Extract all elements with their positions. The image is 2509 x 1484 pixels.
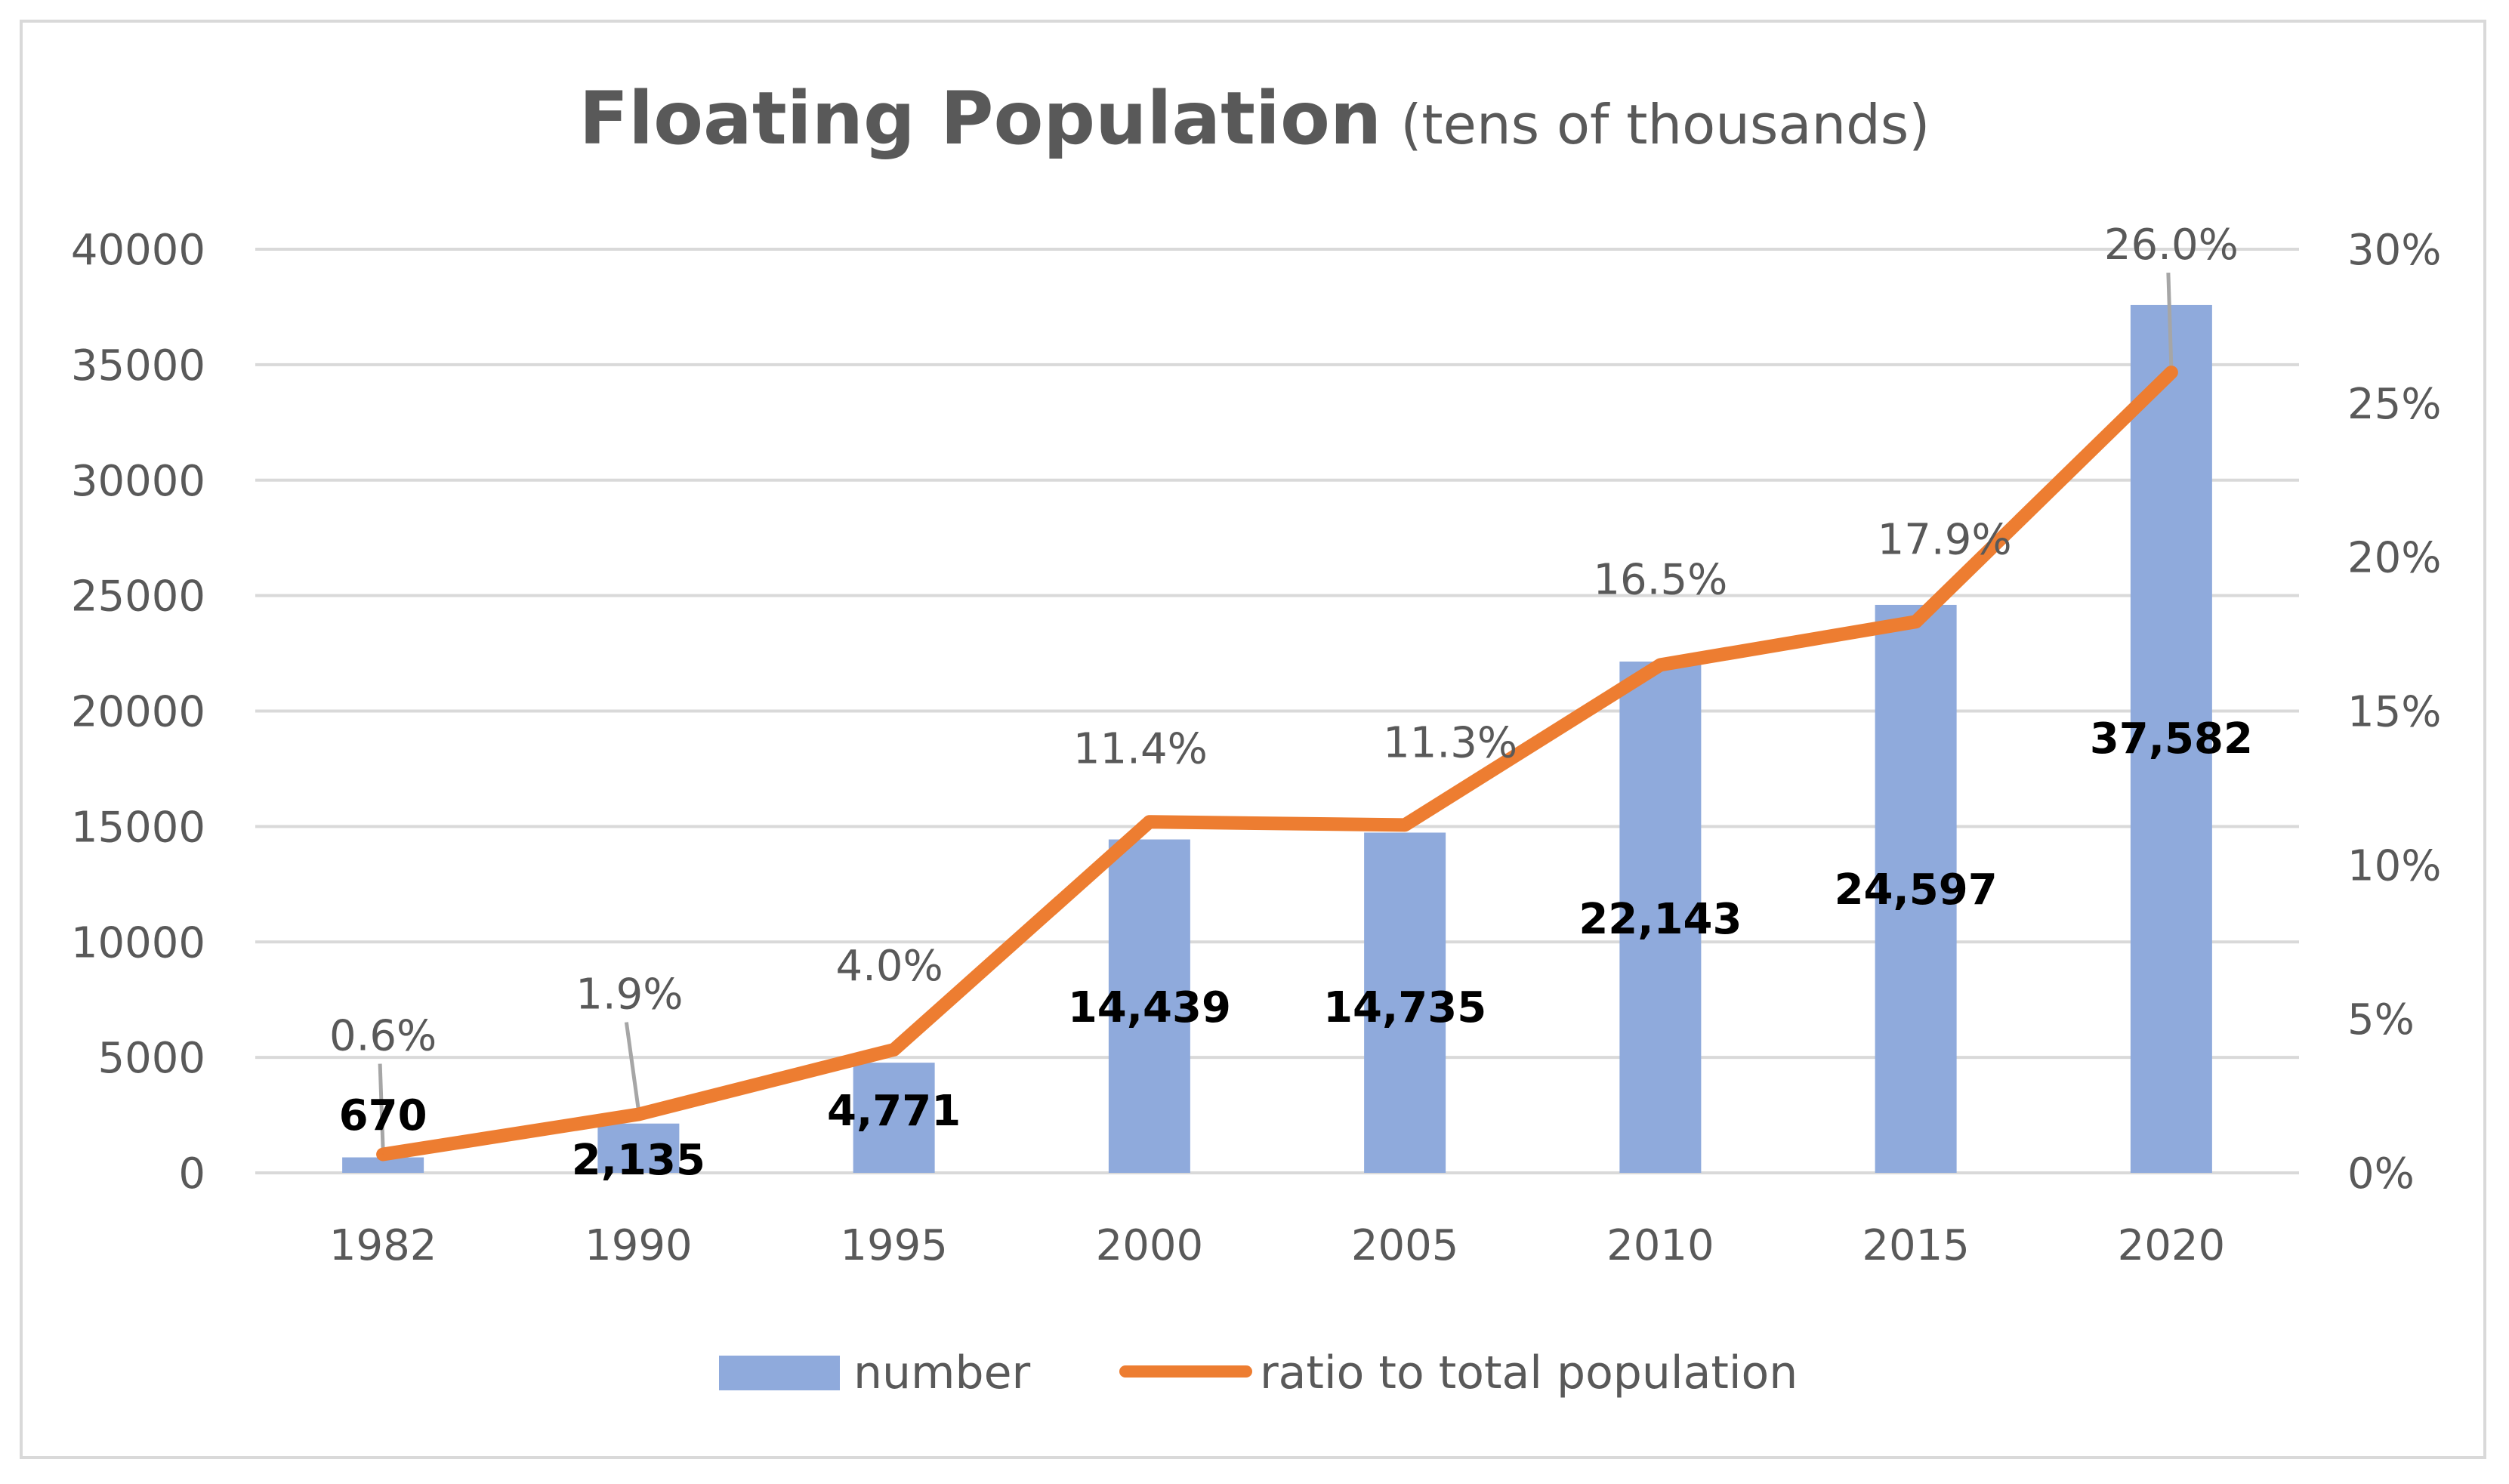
- bar: [342, 1157, 424, 1173]
- legend-label-ratio: ratio to total population: [1260, 1347, 1798, 1399]
- ratio-point: [893, 1048, 895, 1051]
- chart-subtitle: (tens of thousands): [1400, 93, 1930, 156]
- x-axis-tick-label: 2010: [1606, 1221, 1714, 1270]
- x-axis-tick-label: 1990: [585, 1221, 693, 1270]
- left-axis-tick-label: 10000: [71, 918, 205, 967]
- ratio-data-label: 26.0%: [2104, 221, 2239, 270]
- x-axis-tick-label: 1982: [329, 1221, 437, 1270]
- ratio-data-label: 0.6%: [329, 1012, 437, 1061]
- label-leader-lines: [378, 272, 2174, 1150]
- left-axis-tick-label: 30000: [71, 457, 205, 506]
- ratio-point: [382, 1153, 384, 1155]
- legend-label-number: number: [853, 1347, 1031, 1399]
- ratio-data-label: 11.4%: [1073, 724, 1208, 773]
- legend: number ratio to total population: [719, 1347, 1798, 1399]
- ratio-point: [1148, 821, 1150, 823]
- leader-line: [378, 1063, 385, 1150]
- ratio-data-label: 17.9%: [1878, 515, 2012, 564]
- right-axis-tick-label: 20%: [2347, 534, 2441, 583]
- x-axis-tick-label: 2000: [1096, 1221, 1204, 1270]
- x-axis-tick-label: 1995: [840, 1221, 948, 1270]
- ratio-data-label: 16.5%: [1593, 555, 1727, 604]
- ratio-data-label: 11.3%: [1383, 718, 1517, 767]
- number-data-label: 14,439: [1068, 983, 1231, 1032]
- number-data-label: 2,135: [572, 1136, 705, 1185]
- right-axis-ticks: 0% 5% 10% 15% 20% 25% 30%: [2347, 226, 2441, 1199]
- ratio-point: [2170, 372, 2172, 374]
- bar: [1619, 661, 1702, 1173]
- left-axis-tick-label: 25000: [71, 572, 205, 622]
- gridlines: [255, 248, 2299, 1174]
- x-axis-tick-label: 2005: [1351, 1221, 1459, 1270]
- ratio-point: [1659, 664, 1662, 666]
- left-axis-tick-label: 5000: [97, 1034, 205, 1083]
- ratio-data-label: 4.0%: [835, 942, 943, 991]
- bar: [1875, 604, 1957, 1173]
- left-axis-tick-label: 15000: [71, 803, 205, 852]
- right-axis-tick-label: 25%: [2347, 380, 2441, 429]
- bar: [2130, 304, 2212, 1173]
- number-data-label: 37,582: [2090, 714, 2253, 764]
- number-data-label: 22,143: [1579, 895, 1742, 944]
- bar-series-number: [342, 304, 2212, 1173]
- ratio-point: [1404, 824, 1406, 826]
- x-axis-tick-label: 2015: [1862, 1221, 1970, 1270]
- ratio-data-labels: 0.6% 1.9% 4.0% 11.4% 11.3% 16.5% 17.9% 26.0%: [329, 221, 2239, 1060]
- right-axis-tick-label: 10%: [2347, 841, 2441, 890]
- x-axis-tick-label: 2020: [2118, 1221, 2226, 1270]
- left-axis-tick-label: 40000: [71, 226, 205, 275]
- right-axis-tick-label: 30%: [2347, 226, 2441, 275]
- left-axis-ticks: 0 5000 10000 15000 20000 25000 30000 35000 40000: [71, 226, 205, 1199]
- right-axis-tick-label: 15%: [2347, 688, 2441, 737]
- right-axis-tick-label: 5%: [2347, 995, 2415, 1044]
- bar: [1364, 832, 1446, 1173]
- leader-line: [624, 1022, 640, 1110]
- bar: [1108, 839, 1190, 1173]
- leader-line: [2166, 272, 2174, 369]
- number-data-label: 670: [339, 1091, 427, 1140]
- number-data-label: 14,735: [1323, 983, 1486, 1032]
- x-axis-ticks: 1982 1990 1995 2000 2005 2010 2015 2020: [329, 1221, 2225, 1270]
- line-series-ratio: [376, 366, 2178, 1162]
- chart-title: Floating Population (tens of thousands): [579, 76, 1930, 161]
- left-axis-tick-label: 0: [178, 1149, 205, 1199]
- chart-frame: [20, 20, 2486, 1459]
- number-data-label: 4,771: [827, 1087, 961, 1136]
- ratio-point: [1915, 621, 1917, 623]
- number-data-label: 24,597: [1835, 865, 1998, 915]
- left-axis-tick-label: 35000: [71, 341, 205, 390]
- bar: [597, 1123, 680, 1173]
- right-axis-tick-label: 0%: [2347, 1149, 2415, 1199]
- ratio-line: [376, 366, 2178, 1162]
- ratio-point: [637, 1113, 640, 1115]
- left-axis-tick-label: 20000: [71, 688, 205, 737]
- legend-swatch-number: [719, 1356, 840, 1390]
- number-data-labels: 670 2,135 4,771 14,439 14,735 22,143 24,597 37,…: [339, 714, 2253, 1185]
- ratio-data-label: 1.9%: [576, 970, 683, 1020]
- chart-title-main: Floating Population: [579, 76, 1382, 161]
- bar: [853, 1063, 935, 1173]
